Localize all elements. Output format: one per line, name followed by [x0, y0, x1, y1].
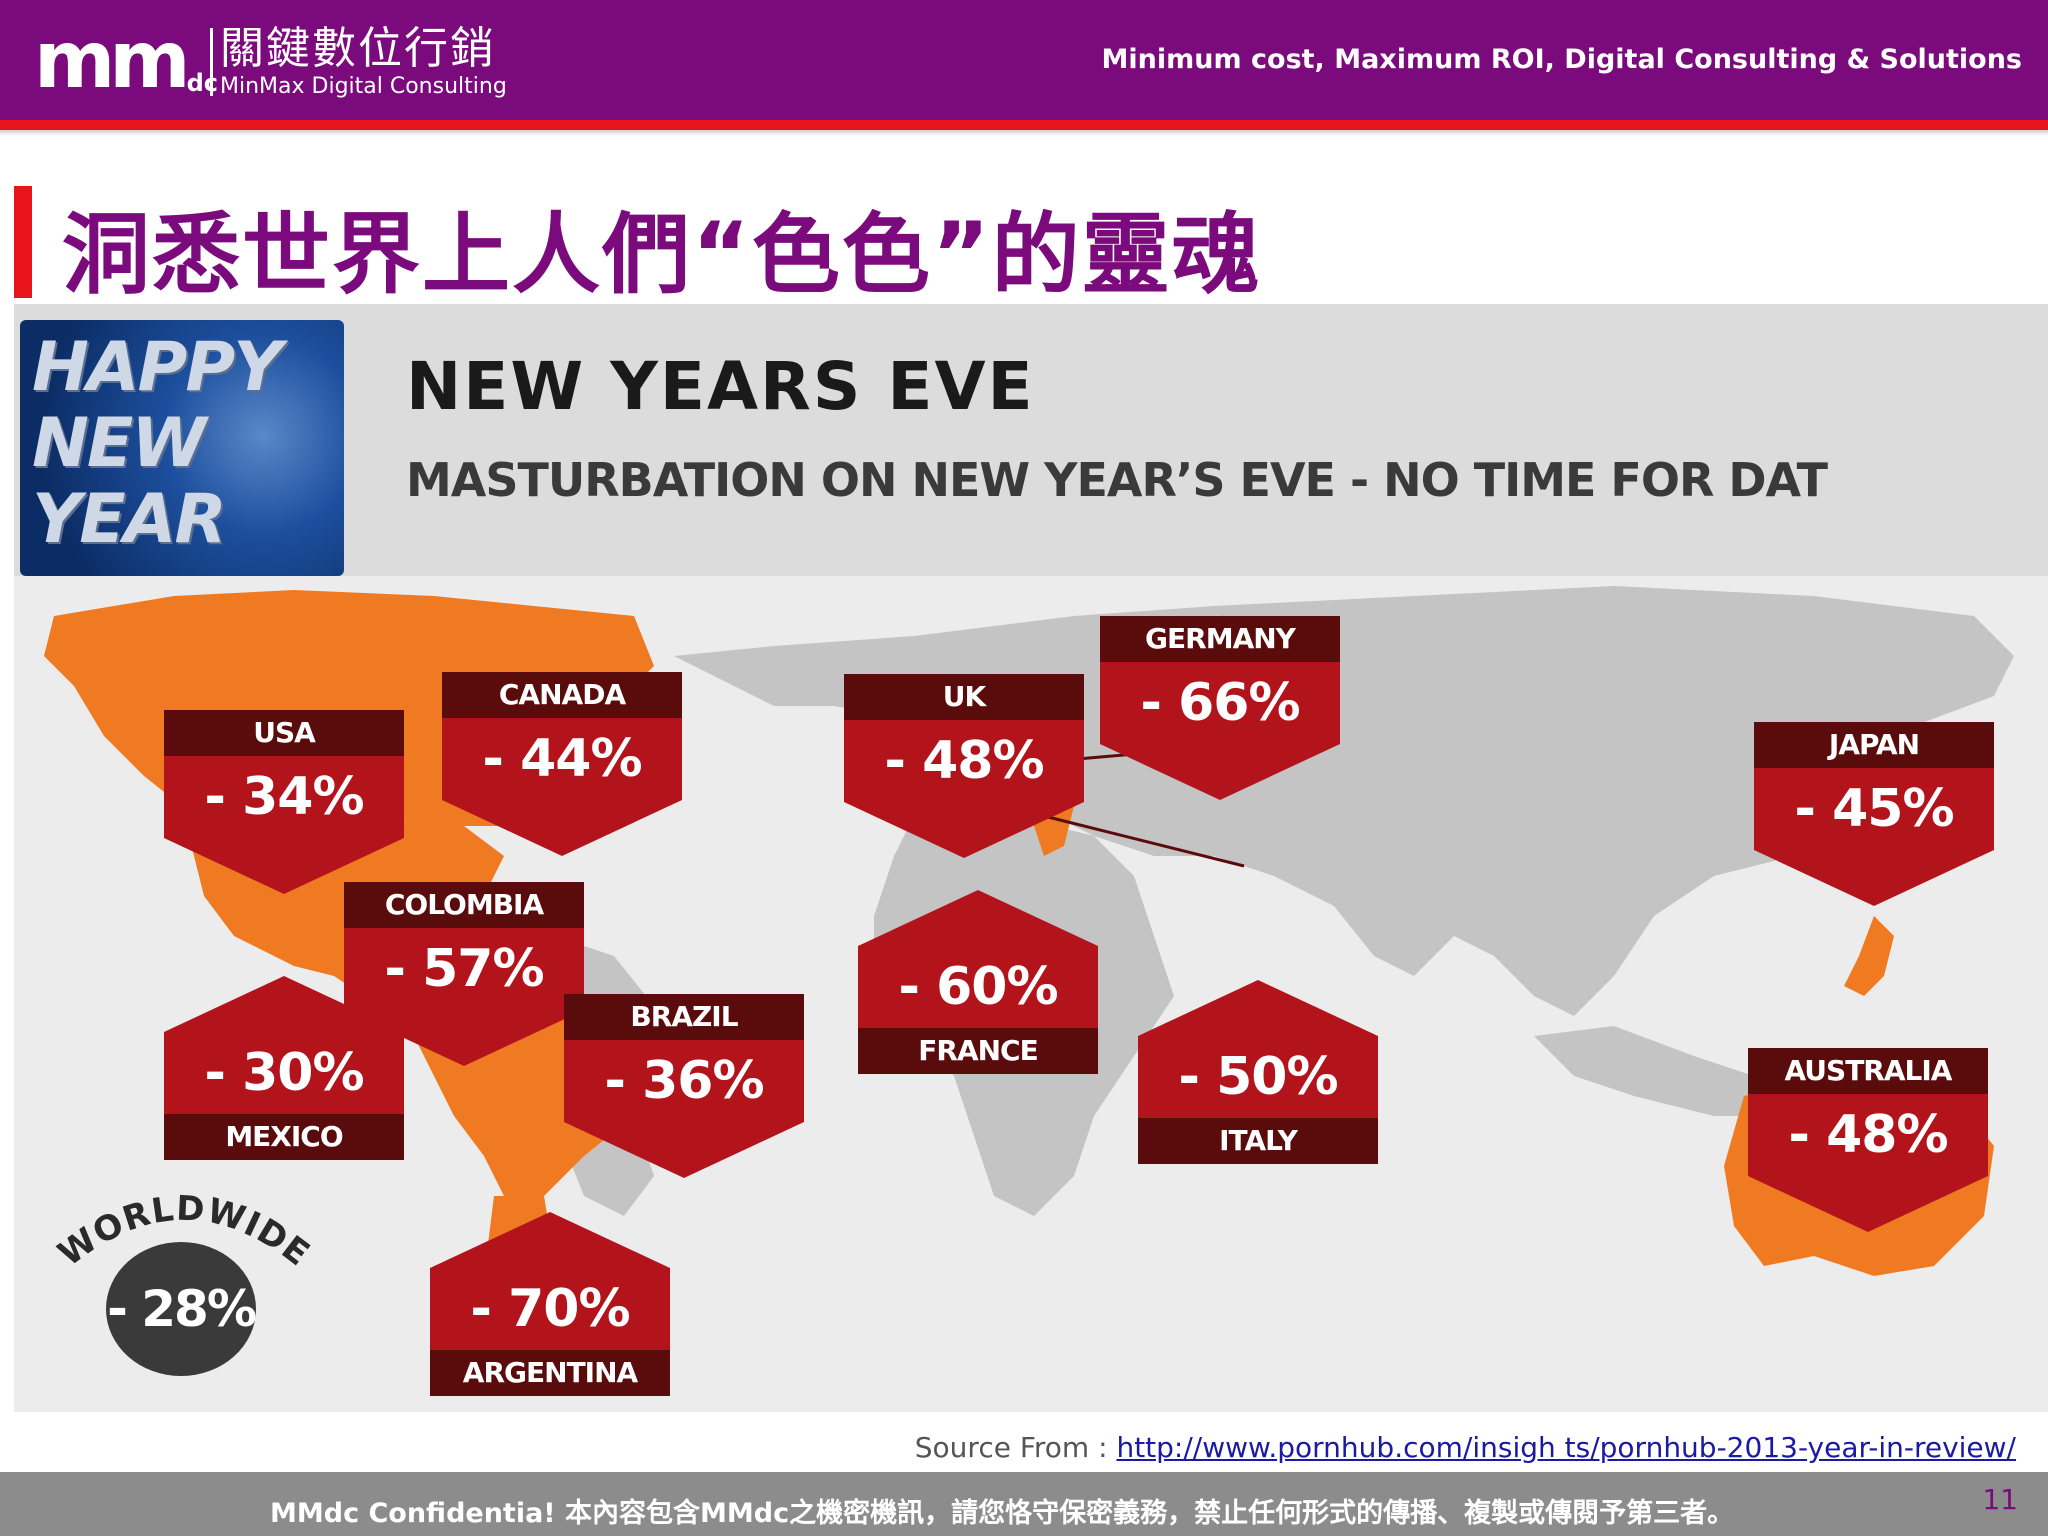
header-shadow	[0, 130, 2048, 136]
badge-pointer	[858, 890, 1098, 946]
country-label: ARGENTINA	[430, 1350, 670, 1396]
country-value: - 60%	[858, 946, 1098, 1028]
header-stripe	[0, 120, 2048, 130]
country-label: JAPAN	[1754, 722, 1994, 768]
badge-mexico: - 30% MEXICO	[164, 976, 404, 1160]
country-label: USA	[164, 710, 404, 756]
infographic-heading: NEW YEARS EVE	[406, 348, 1035, 425]
happy-new-year-banner: HAPPY NEW YEAR	[20, 320, 344, 576]
badge-australia: AUSTRALIA - 48%	[1748, 1048, 1988, 1232]
worldwide-value: - 28%	[106, 1242, 257, 1376]
country-value: - 48%	[1748, 1094, 1988, 1176]
country-value: - 45%	[1754, 768, 1994, 850]
worldwide-badge: WORLDWIDE - 28%	[54, 1186, 314, 1386]
logo-english-name: MinMax Digital Consulting	[220, 74, 507, 99]
logo-chinese-name: 關鍵數位行銷	[220, 23, 496, 74]
country-label: MEXICO	[164, 1114, 404, 1160]
badge-pointer	[164, 976, 404, 1032]
badge-pointer	[442, 800, 682, 856]
country-value: - 34%	[164, 756, 404, 838]
country-value: - 36%	[564, 1040, 804, 1122]
country-label: GERMANY	[1100, 616, 1340, 662]
country-value: - 66%	[1100, 662, 1340, 744]
badge-france: - 60% FRANCE	[858, 890, 1098, 1074]
country-value: - 50%	[1138, 1036, 1378, 1118]
badge-germany: GERMANY - 66%	[1100, 616, 1340, 800]
infographic-header-band	[14, 304, 2048, 576]
confidential-notice: MMdc Confidentia! 本內容包含MMdc之機密機訊，請您恪守保密義…	[270, 1498, 1735, 1529]
badge-canada: CANADA - 44%	[442, 672, 682, 856]
country-label: FRANCE	[858, 1028, 1098, 1074]
title-accent-bar	[14, 186, 32, 298]
source-citation: Source From : http://www.pornhub.com/ins…	[915, 1428, 2016, 1468]
country-label: COLOMBIA	[344, 882, 584, 928]
logo-mark: mm	[34, 16, 191, 106]
country-value: - 44%	[442, 718, 682, 800]
happy-new-year-text: HAPPY NEW YEAR	[32, 328, 282, 559]
country-label: CANADA	[442, 672, 682, 718]
country-label: ITALY	[1138, 1118, 1378, 1164]
badge-pointer	[1754, 850, 1994, 906]
badge-pointer	[1100, 744, 1340, 800]
country-label: UK	[844, 674, 1084, 720]
logo-mark-small: dc	[186, 69, 218, 97]
country-value: - 48%	[844, 720, 1084, 802]
infographic: HAPPY NEW YEAR NEW YEARS EVE MASTURBATIO…	[14, 304, 2048, 1412]
page-number: 11	[1982, 1483, 2018, 1516]
badge-argentina: - 70% ARGENTINA	[430, 1212, 670, 1396]
infographic-subheading: MASTURBATION ON NEW YEAR’S EVE - NO TIME…	[406, 453, 1828, 507]
badge-uk: UK - 48%	[844, 674, 1084, 858]
header-tagline: Minimum cost, Maximum ROI, Digital Consu…	[1101, 44, 2022, 75]
country-value: - 30%	[164, 1032, 404, 1114]
badge-pointer	[564, 1122, 804, 1178]
badge-italy: - 50% ITALY	[1138, 980, 1378, 1164]
logo: mm dc	[34, 16, 218, 106]
badge-pointer	[1138, 980, 1378, 1036]
footer-bar	[0, 1472, 2048, 1536]
badge-japan: JAPAN - 45%	[1754, 722, 1994, 906]
page-title: 洞悉世界上人們“色色”的靈魂	[62, 203, 1262, 306]
badge-pointer	[844, 802, 1084, 858]
badge-colombia: COLOMBIA - 57%	[344, 882, 584, 1066]
source-prefix: Source From :	[914, 1431, 1117, 1464]
source-link[interactable]: http://www.pornhub.com/insigh ts/pornhub…	[1116, 1431, 2016, 1464]
badge-brazil: BRAZIL - 36%	[564, 994, 804, 1178]
country-label: BRAZIL	[564, 994, 804, 1040]
country-label: AUSTRALIA	[1748, 1048, 1988, 1094]
country-value: - 70%	[430, 1268, 670, 1350]
badge-usa: USA - 34%	[164, 710, 404, 894]
logo-divider	[210, 28, 213, 96]
badge-pointer	[430, 1212, 670, 1268]
badge-pointer	[1748, 1176, 1988, 1232]
header-bar	[0, 0, 2048, 120]
